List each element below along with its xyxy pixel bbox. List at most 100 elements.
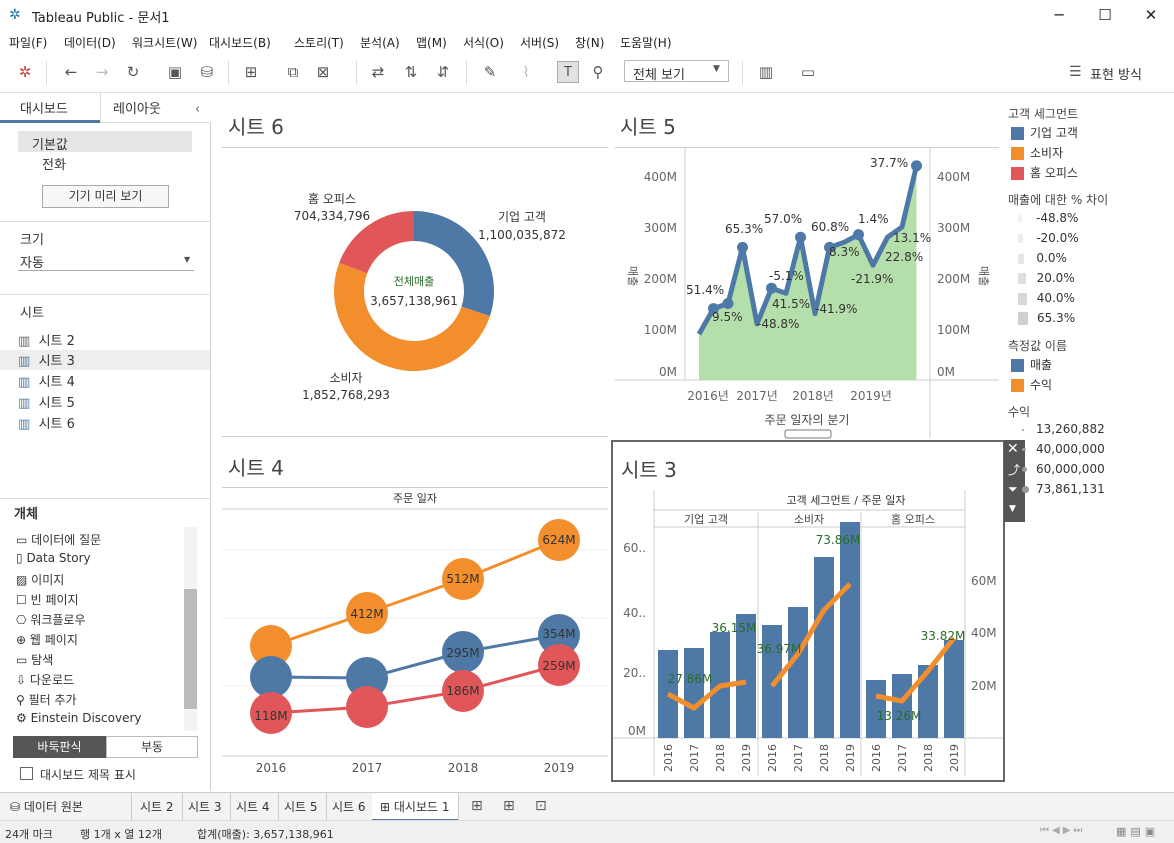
clear-sheet-icon[interactable]: ⊠ xyxy=(316,63,330,81)
menu-format[interactable]: 서식(O) xyxy=(463,36,504,50)
data-point[interactable] xyxy=(722,298,734,309)
close-icon[interactable]: ✕ xyxy=(1007,441,1019,457)
legend-item[interactable]: -48.8% xyxy=(1018,211,1078,225)
bar[interactable] xyxy=(814,557,834,738)
data-point[interactable] xyxy=(795,231,806,243)
menu-server[interactable]: 서버(S) xyxy=(520,36,560,50)
new-worksheet-icon[interactable]: ⊞ xyxy=(244,63,258,81)
sheet6-donut-chart[interactable]: 전체매출 3,657,138,961 기업 고객 1,100,035,872 소… xyxy=(222,150,610,430)
tableau-home-icon[interactable]: ✲ xyxy=(18,63,32,81)
data-point[interactable] xyxy=(853,229,864,241)
bubble[interactable] xyxy=(346,686,388,728)
menu-worksheet[interactable]: 워크시트(W) xyxy=(132,36,198,50)
tab-sheet-5[interactable]: 시트 5 xyxy=(276,793,327,821)
tab-dashboard-1[interactable]: ⊞ 대시보드 1 xyxy=(372,793,459,821)
object-workflow[interactable]: ⎔ 워크플로우 xyxy=(16,611,86,628)
tiled-button[interactable]: 바둑판식 xyxy=(13,736,106,758)
bubble[interactable] xyxy=(250,625,292,667)
presentation-icon[interactable]: ▭ xyxy=(800,63,816,81)
navigation-icons[interactable]: ⏮◀▶⏭ xyxy=(1040,825,1086,836)
add-datasource-icon[interactable]: ⛁ xyxy=(200,63,214,81)
sheet-item-6[interactable]: ▥ 시트 6 xyxy=(18,413,75,433)
device-phone[interactable]: 전화 xyxy=(42,158,66,173)
bar[interactable] xyxy=(736,614,756,738)
object-ask-data[interactable]: ▭ 데이터에 질문 xyxy=(16,531,101,548)
collapse-icon[interactable]: ‹ xyxy=(195,102,201,117)
maximize-icon[interactable]: ☐ xyxy=(1098,6,1112,24)
resize-handle-icon[interactable] xyxy=(784,429,832,439)
sheet-item-5[interactable]: ▥ 시트 5 xyxy=(18,392,75,412)
bubble[interactable] xyxy=(346,657,388,699)
sheet-item-4[interactable]: ▥ 시트 4 xyxy=(18,371,75,391)
tab-sheet-3[interactable]: 시트 3 xyxy=(180,793,231,821)
object-data-story[interactable]: ▯ Data Story xyxy=(16,551,91,565)
object-image[interactable]: ▨ 이미지 xyxy=(16,571,64,588)
bar[interactable] xyxy=(762,625,782,738)
replay-icon[interactable]: ↻ xyxy=(126,63,140,81)
legend-item[interactable]: 20.0% xyxy=(1018,271,1075,285)
bubble[interactable] xyxy=(442,631,484,673)
menu-map[interactable]: 맵(M) xyxy=(416,36,447,50)
show-title-checkbox[interactable] xyxy=(20,767,33,780)
legend-item[interactable]: 소비자 xyxy=(1011,144,1063,161)
bubble[interactable] xyxy=(538,519,580,561)
sort-descending-icon[interactable]: ⇵ xyxy=(436,63,450,81)
filter-icon[interactable]: ⏷ xyxy=(1008,482,1018,496)
menu-window[interactable]: 창(N) xyxy=(575,36,605,50)
floating-button[interactable]: 부동 xyxy=(106,736,198,758)
bar[interactable] xyxy=(840,522,860,738)
legend-item[interactable]: 13,260,882 xyxy=(1022,422,1105,436)
donut-slice[interactable] xyxy=(339,211,414,274)
redo-icon[interactable]: → xyxy=(95,63,109,81)
bar[interactable] xyxy=(684,648,704,738)
tab-sheet-6[interactable]: 시트 6 xyxy=(324,793,375,821)
donut-slice[interactable] xyxy=(414,211,494,317)
show-me-icon[interactable]: ☰ xyxy=(1069,64,1082,80)
data-point[interactable] xyxy=(708,303,719,315)
tab-layout[interactable]: 레이아웃 ‹ xyxy=(100,93,211,123)
data-point[interactable] xyxy=(766,282,777,294)
legend-item[interactable]: 0.0% xyxy=(1018,251,1067,265)
scrollbar-thumb[interactable] xyxy=(184,589,197,709)
data-point[interactable] xyxy=(911,160,922,172)
bar[interactable] xyxy=(892,674,912,738)
tab-sheet-2[interactable]: 시트 2 xyxy=(132,793,183,821)
object-add-filter[interactable]: ⚲ 필터 추가 xyxy=(16,691,77,708)
size-select[interactable]: 자동 ▼ xyxy=(18,251,194,271)
save-icon[interactable]: ▣ xyxy=(167,63,183,81)
more-options-icon[interactable]: ▼ xyxy=(1009,504,1016,514)
sheet5-chart[interactable]: 0M 100M 200M 300M 400M 0M 100M 200M 300M… xyxy=(615,148,999,440)
data-point[interactable] xyxy=(824,241,835,253)
highlight-icon[interactable]: ✎ xyxy=(483,63,497,81)
object-einstein[interactable]: ⚙ Einstein Discovery xyxy=(16,711,142,725)
sheet3-container[interactable]: 시트 3 고객 세그먼트 / 주문 일자 기업 고객 소비자 홈 오피스 0M … xyxy=(611,440,1005,782)
minimize-icon[interactable]: ─ xyxy=(1054,6,1064,24)
menu-data[interactable]: 데이터(D) xyxy=(64,36,116,50)
menu-dashboard[interactable]: 대시보드(B) xyxy=(209,36,271,50)
data-point[interactable] xyxy=(737,241,748,253)
sort-ascending-icon[interactable]: ⇅ xyxy=(404,63,418,81)
chart-type-icon[interactable]: ▥ xyxy=(758,63,774,81)
legend-item[interactable]: 수익 xyxy=(1011,376,1052,393)
sheet-item-3[interactable]: ▥ 시트 3 xyxy=(0,350,210,370)
bubble[interactable] xyxy=(442,558,484,600)
objects-scrollbar[interactable] xyxy=(184,527,197,731)
bubble[interactable] xyxy=(346,592,388,634)
view-mode-icons[interactable]: ▦▤▣ xyxy=(1116,825,1160,838)
menu-analysis[interactable]: 분석(A) xyxy=(360,36,400,50)
new-dashboard-icon[interactable]: ⊞ xyxy=(503,798,515,814)
new-story-icon[interactable]: ⊡ xyxy=(535,798,547,814)
close-icon[interactable]: ✕ xyxy=(1144,6,1158,24)
show-me-button[interactable]: 표현 방식 xyxy=(1090,68,1142,83)
view-select[interactable]: 전체 보기 ▼ xyxy=(624,60,729,83)
object-navigation[interactable]: ▭ 탐색 xyxy=(16,651,53,668)
menu-help[interactable]: 도움말(H) xyxy=(620,36,672,50)
menu-story[interactable]: 스토리(T) xyxy=(294,36,344,50)
sheet-item-2[interactable]: ▥ 시트 2 xyxy=(18,330,75,350)
object-download[interactable]: ⇩ 다운로드 xyxy=(16,671,74,688)
swap-icon[interactable]: ⇄ xyxy=(371,63,385,81)
text-icon[interactable]: T xyxy=(557,61,579,83)
tab-data-source[interactable]: ⛁ 데이터 원본 xyxy=(0,793,132,821)
bubble[interactable] xyxy=(538,614,580,656)
duplicate-icon[interactable]: ⧉ xyxy=(287,63,299,81)
